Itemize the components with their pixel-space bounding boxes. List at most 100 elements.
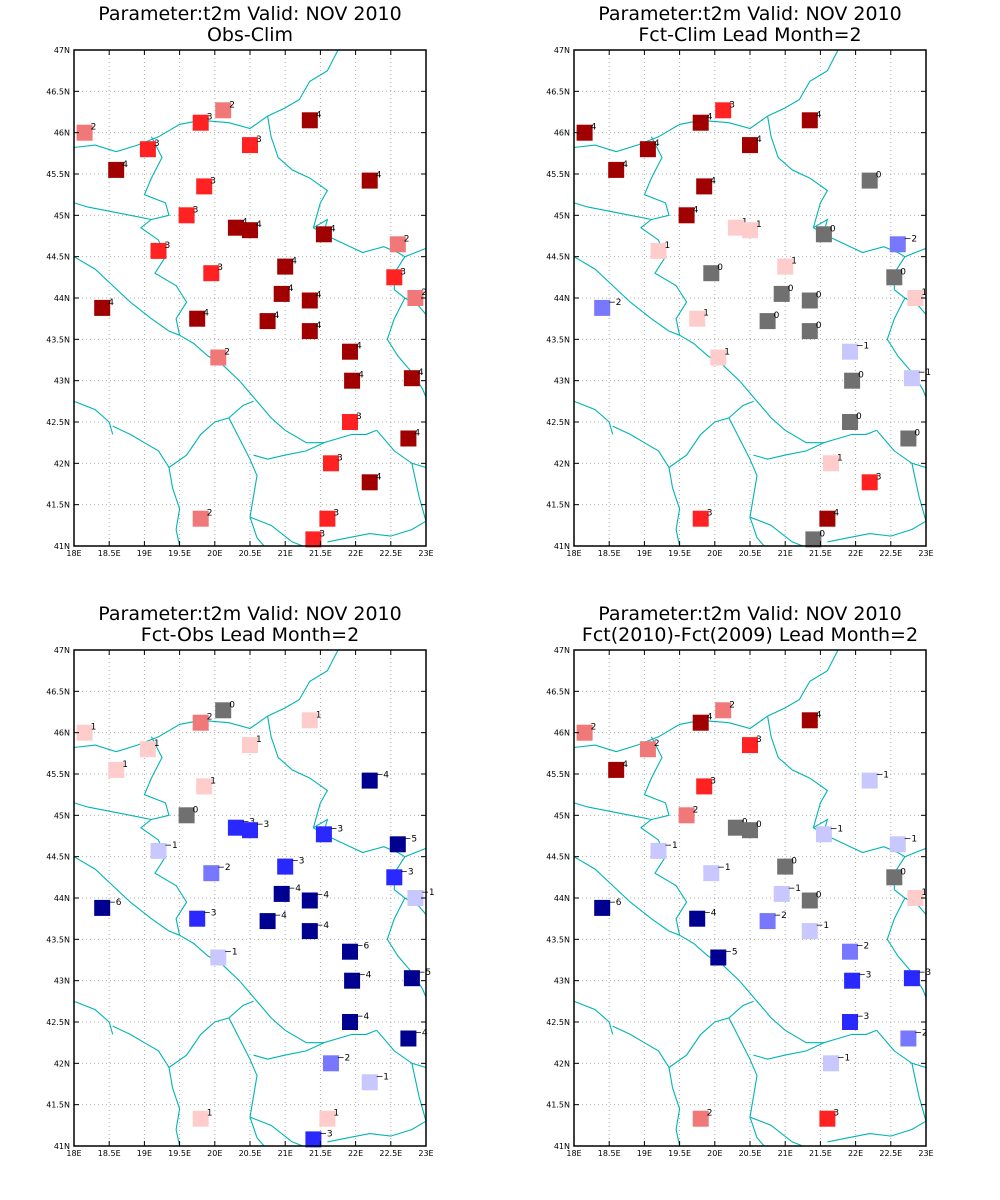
station-value-label: 0	[816, 891, 822, 901]
lat-tick-label: 47N	[54, 46, 70, 55]
station-marker	[323, 1055, 339, 1072]
station-marker	[815, 826, 832, 843]
lon-tick-label: 19.5E	[168, 549, 191, 558]
station-marker	[801, 923, 818, 940]
lat-tick-label: 42.5N	[546, 418, 570, 427]
lat-tick-label: 41N	[554, 542, 570, 551]
map-panel-1: 24332343434442334324444442444343423318E1…	[46, 46, 433, 558]
panel-2-title-line2: Fct-Clim Lead Month=2	[638, 24, 862, 46]
lon-tick-label: 18.5E	[98, 549, 121, 558]
lat-tick-label: 42N	[54, 459, 70, 468]
border-line	[728, 1017, 765, 1147]
station-value-label: 4	[274, 311, 280, 321]
border-line	[267, 716, 406, 858]
border-line	[904, 847, 927, 858]
station-marker	[315, 826, 332, 843]
lat-tick-label: 43N	[54, 977, 70, 986]
lon-tick-label: 19E	[137, 1149, 152, 1158]
border-line	[376, 429, 427, 469]
station-value-label: 4	[833, 509, 839, 519]
station-marker	[639, 141, 656, 158]
border-line	[112, 425, 181, 547]
station-value-label: 4	[756, 135, 762, 145]
station-value-label: −1	[904, 834, 917, 844]
station-value-label: −1	[165, 841, 178, 851]
station-marker	[196, 178, 213, 195]
border-line	[767, 716, 906, 858]
station-value-label: 4	[316, 291, 322, 301]
station-marker	[801, 292, 818, 309]
lon-tick-label: 20E	[207, 1149, 222, 1158]
station-value-label: −2	[217, 863, 230, 873]
border-line	[139, 736, 377, 1044]
lat-tick-label: 41.5N	[546, 1101, 570, 1110]
lon-tick-label: 19.5E	[668, 549, 691, 558]
lat-tick-label: 41.5N	[546, 501, 570, 510]
station-value-label: 3	[710, 776, 716, 786]
border-line	[753, 442, 825, 460]
station-marker	[886, 269, 903, 286]
station-value-label: 4	[418, 368, 424, 378]
station-marker	[301, 892, 318, 909]
border-line	[573, 1000, 614, 1035]
station-value-label: 3	[707, 509, 713, 519]
map-panel-3-grid	[74, 650, 426, 1146]
lon-tick-label: 18E	[66, 1149, 81, 1158]
border-line	[728, 417, 765, 547]
station-value-label: −2	[914, 1029, 927, 1039]
lat-tick-label: 46N	[554, 729, 570, 738]
station-value-label: 1	[837, 453, 843, 463]
station-value-label: 1	[724, 348, 730, 358]
lat-tick-label: 44.5N	[546, 253, 570, 262]
lon-tick-label: 22.5E	[879, 549, 902, 558]
station-marker	[361, 772, 378, 789]
station-marker	[678, 807, 695, 824]
station-value-label: 3	[876, 472, 882, 482]
station-marker	[273, 885, 290, 902]
station-marker	[844, 972, 861, 989]
station-value-label: 3	[833, 1109, 839, 1119]
station-marker	[361, 172, 378, 189]
station-value-label: 0	[900, 867, 906, 877]
border-line	[73, 49, 339, 153]
border-line	[253, 1042, 325, 1060]
station-marker	[842, 414, 858, 430]
border-line	[573, 202, 652, 221]
station-value-label: −5	[724, 948, 737, 958]
station-marker	[403, 370, 420, 387]
lat-tick-label: 43.5N	[46, 935, 70, 944]
station-value-label: 1	[756, 220, 762, 230]
border-line	[112, 1025, 181, 1147]
station-marker	[76, 724, 93, 741]
station-value-label: 3	[217, 263, 223, 273]
lat-tick-label: 42N	[554, 459, 570, 468]
lon-tick-label: 19E	[637, 549, 652, 558]
lat-tick-label: 44N	[54, 894, 70, 903]
station-value-label: −2	[856, 942, 869, 952]
station-marker	[301, 923, 318, 940]
lat-tick-label: 45N	[54, 811, 70, 820]
lon-tick-label: 23E	[418, 549, 433, 558]
station-marker	[400, 1030, 417, 1047]
station-marker	[342, 414, 358, 430]
station-marker	[150, 242, 167, 259]
station-marker	[844, 372, 861, 389]
lat-tick-label: 46N	[554, 129, 570, 138]
lon-tick-label: 20.5E	[739, 549, 762, 558]
map-panel-3: 1 1 1 2 0 1 1 1 −4 0 −3 −3 −3 −5 −1 −2 −3 −3 −1 −4 −4 −6 −3 −4 −…	[46, 646, 434, 1158]
station-marker	[108, 761, 125, 778]
lat-tick-label: 41.5N	[46, 1101, 70, 1110]
station-value-label: 1	[703, 309, 709, 319]
station-value-label: 3	[729, 100, 735, 110]
lon-tick-label: 23E	[918, 1149, 933, 1158]
station-marker	[386, 869, 403, 886]
border-line	[327, 1120, 427, 1143]
station-marker	[139, 141, 156, 158]
station-value-label: −3	[918, 968, 931, 978]
station-value-label: −4	[414, 1029, 428, 1039]
station-marker	[861, 474, 878, 491]
station-value-label: 2	[404, 234, 410, 244]
station-value-label: −3	[256, 820, 269, 830]
station-value-label: −3	[858, 971, 871, 981]
